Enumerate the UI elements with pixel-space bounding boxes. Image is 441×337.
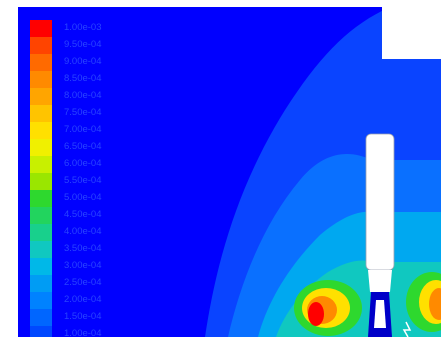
legend-label: 7.00e-04 bbox=[64, 124, 102, 135]
watermark-box bbox=[382, 7, 441, 59]
legend-label: 1.50e-04 bbox=[64, 311, 102, 322]
legend-label: 4.50e-04 bbox=[64, 209, 102, 220]
legend-row: 2.00e-04 bbox=[30, 292, 170, 309]
legend-swatch bbox=[30, 258, 52, 275]
legend-row: 8.50e-04 bbox=[30, 71, 170, 88]
legend-label: 9.00e-04 bbox=[64, 56, 102, 67]
legend-label: 8.50e-04 bbox=[64, 73, 102, 84]
legend-label: 8.00e-04 bbox=[64, 90, 102, 101]
legend-swatch bbox=[30, 54, 52, 71]
legend-label: 9.50e-04 bbox=[64, 39, 102, 50]
legend-row: 9.00e-04 bbox=[30, 54, 170, 71]
legend-row: 7.50e-04 bbox=[30, 105, 170, 122]
legend-swatch bbox=[30, 224, 52, 241]
legend-swatch bbox=[30, 88, 52, 105]
legend-label: 5.00e-04 bbox=[64, 192, 102, 203]
legend-label: 3.50e-04 bbox=[64, 243, 102, 254]
legend-row: 2.50e-04 bbox=[30, 275, 170, 292]
legend-swatch bbox=[30, 309, 52, 326]
legend-row: 9.50e-04 bbox=[30, 37, 170, 54]
legend-label: 1.00e-04 bbox=[64, 328, 102, 337]
legend-label: 4.00e-04 bbox=[64, 226, 102, 237]
legend-swatch bbox=[30, 326, 52, 337]
hot-spot-right-orange bbox=[429, 288, 441, 320]
probe-body bbox=[365, 133, 395, 271]
legend-swatch bbox=[30, 190, 52, 207]
legend-label: 5.50e-04 bbox=[64, 175, 102, 186]
legend-row: 3.50e-04 bbox=[30, 241, 170, 258]
legend-label: 3.00e-04 bbox=[64, 260, 102, 271]
legend-row: 7.00e-04 bbox=[30, 122, 170, 139]
legend-row: 1.00e-03 bbox=[30, 20, 170, 37]
legend-swatch bbox=[30, 241, 52, 258]
legend-row: 4.50e-04 bbox=[30, 207, 170, 224]
legend-label: 6.00e-04 bbox=[64, 158, 102, 169]
legend-row: 3.00e-04 bbox=[30, 258, 170, 275]
legend-swatch bbox=[30, 105, 52, 122]
legend-swatch bbox=[30, 156, 52, 173]
probe-tip-highlight bbox=[374, 300, 386, 328]
legend-swatch bbox=[30, 139, 52, 156]
hot-spot-left-red bbox=[308, 302, 324, 326]
legend-swatch bbox=[30, 207, 52, 224]
legend-swatch bbox=[30, 275, 52, 292]
legend-label: 2.00e-04 bbox=[64, 294, 102, 305]
probe-neck bbox=[368, 270, 392, 292]
legend-label: 7.50e-04 bbox=[64, 107, 102, 118]
legend-swatch bbox=[30, 122, 52, 139]
legend-row: 6.50e-04 bbox=[30, 139, 170, 156]
legend-swatch bbox=[30, 37, 52, 54]
legend-row: 6.00e-04 bbox=[30, 156, 170, 173]
legend-row: 1.00e-04 bbox=[30, 326, 170, 337]
legend-label: 6.50e-04 bbox=[64, 141, 102, 152]
legend-row: 4.00e-04 bbox=[30, 224, 170, 241]
legend-swatch bbox=[30, 71, 52, 88]
legend-row: 5.50e-04 bbox=[30, 173, 170, 190]
legend-swatch bbox=[30, 292, 52, 309]
legend-swatch bbox=[30, 20, 52, 37]
legend-row: 1.50e-04 bbox=[30, 309, 170, 326]
legend-label: 1.00e-03 bbox=[64, 22, 102, 33]
legend-swatch bbox=[30, 173, 52, 190]
legend-row: 5.00e-04 bbox=[30, 190, 170, 207]
flow-arrow bbox=[402, 321, 412, 337]
legend-row: 8.00e-04 bbox=[30, 88, 170, 105]
legend-label: 2.50e-04 bbox=[64, 277, 102, 288]
